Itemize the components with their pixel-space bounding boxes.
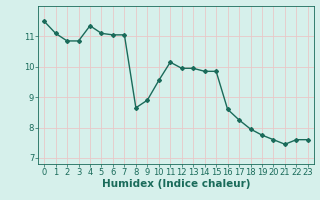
X-axis label: Humidex (Indice chaleur): Humidex (Indice chaleur) (102, 179, 250, 189)
